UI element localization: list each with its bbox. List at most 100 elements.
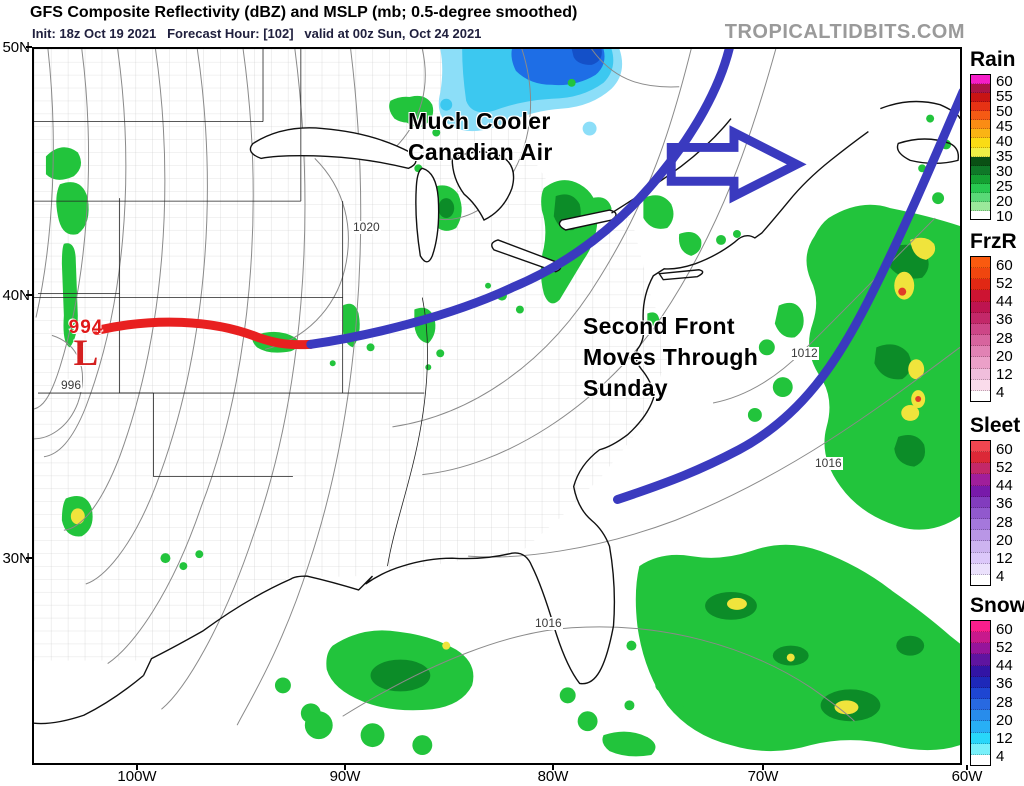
colorbar-value-label: 55 — [996, 88, 1013, 105]
colorbar-cell — [971, 84, 990, 94]
lon-axis-label: 70W — [747, 768, 779, 785]
colorbar-value-label: 20 — [996, 347, 1013, 365]
cold-front-line-1 — [306, 49, 734, 349]
isobar-label: 1020 — [352, 220, 381, 234]
colorbar-cell — [971, 441, 990, 453]
colorbar-cell — [971, 463, 990, 475]
colorbar-cell — [971, 574, 990, 586]
colorbar-value-label: 60 — [996, 620, 1013, 638]
legend-section-frzr: FrzR 60 52 44 36 28 20 12 4 — [970, 230, 1024, 402]
colorbar-cell — [971, 165, 990, 175]
colorbar-cell — [971, 687, 990, 700]
colorbar-value-label: 44 — [996, 293, 1013, 311]
colorbar-value-label: 36 — [996, 495, 1013, 513]
axis-tick — [26, 557, 32, 559]
colorbar-cell — [971, 75, 990, 85]
state-borders — [34, 49, 428, 567]
intense-rain-cores — [70, 237, 936, 715]
axis-tick — [762, 765, 764, 770]
colorbar-value-label: 4 — [996, 384, 1005, 402]
colorbar-cell — [971, 301, 990, 313]
colorbar-cell — [971, 138, 990, 148]
colorbar-value-label: 12 — [996, 550, 1013, 568]
colorbar-value-label: 44 — [996, 477, 1013, 495]
colorbar-cell — [971, 654, 990, 666]
run-info: Init: 18z Oct 19 2021 Forecast Hour: [10… — [32, 26, 482, 41]
coastlines — [34, 100, 960, 725]
colorbar-cell — [971, 368, 990, 380]
colorbar-cell — [971, 183, 990, 193]
legend-title: FrzR — [970, 230, 1017, 253]
colorbar-cell — [971, 192, 990, 202]
warm-front-line — [92, 317, 316, 350]
colorbar-cell — [971, 541, 990, 553]
colorbar-cell — [971, 111, 990, 121]
lon-axis-label: 80W — [537, 768, 569, 785]
lon-axis-label: 100W — [117, 768, 157, 785]
colorbar-cell — [971, 496, 990, 508]
lon-axis-label: 90W — [329, 768, 361, 785]
colorbar-cell — [971, 452, 990, 464]
colorbar-cell — [971, 335, 990, 347]
colorbar-cell — [971, 156, 990, 166]
colorbar-cell — [971, 563, 990, 575]
low-pressure-value: 994 — [68, 317, 104, 338]
annotation-line: Second Front — [583, 313, 735, 339]
colorbar-cell — [971, 346, 990, 358]
isobar-label: 1016 — [814, 456, 843, 470]
colorbar-value-label: 44 — [996, 657, 1013, 675]
colorbar-cell — [971, 743, 990, 755]
annotation-line: Sunday — [583, 375, 668, 401]
colorbar-cell — [971, 621, 990, 633]
lat-axis-label: 40N — [2, 287, 30, 304]
colorbar-cell — [971, 519, 990, 531]
colorbar-cell — [971, 129, 990, 139]
colorbar-value-label: 45 — [996, 118, 1013, 135]
colorbar-cell — [971, 210, 990, 219]
colorbar-cell — [971, 754, 990, 766]
map-graphic — [34, 49, 960, 757]
colorbar-value-label: 12 — [996, 366, 1013, 384]
lon-axis-label: 60W — [951, 768, 983, 785]
axis-tick — [344, 765, 346, 770]
colorbar-cell — [971, 174, 990, 184]
isobar-label: 996 — [60, 378, 83, 392]
colorbar-cell — [971, 357, 990, 369]
annotation-canadian-air: Much Cooler Canadian Air — [408, 106, 553, 168]
colorbar-value-label: 52 — [996, 274, 1013, 292]
flow-arrow-icon — [666, 125, 807, 204]
colorbar-cell — [971, 268, 990, 280]
colorbar-value-label: 40 — [996, 133, 1013, 150]
colorbar-cell — [971, 507, 990, 520]
colorbar-cell — [971, 323, 990, 336]
colorbar-cell — [971, 390, 990, 402]
colorbar-value-label: 50 — [996, 103, 1013, 120]
colorbar-value-label: 30 — [996, 163, 1013, 180]
colorbar-value-label: 20 — [996, 193, 1013, 210]
colorbar-value-label: 20 — [996, 711, 1013, 729]
colorbar-value-label: 28 — [996, 329, 1013, 347]
low-pressure-symbol: L — [73, 333, 99, 374]
colorbar-cell — [971, 279, 990, 291]
colorbar-snow — [970, 620, 991, 766]
axis-tick — [136, 765, 138, 770]
colorbar-value-label: 52 — [996, 638, 1013, 656]
colorbar-cell — [971, 120, 990, 130]
colorbar-value-label: 60 — [996, 256, 1013, 274]
legend-section-snow: Snow 60 52 44 36 28 20 12 4 — [970, 594, 1024, 766]
colorbar-value-label: 4 — [996, 748, 1005, 766]
isobar-label: 1016 — [534, 616, 563, 630]
colorbar-value-label: 25 — [996, 178, 1013, 195]
colorbar-value-label: 60 — [996, 73, 1013, 90]
axis-tick — [26, 46, 32, 48]
axis-tick — [966, 765, 968, 770]
legend-title: Sleet — [970, 414, 1021, 437]
cold-front-line-2 — [612, 88, 960, 504]
colorbar-cell — [971, 665, 990, 677]
colorbar-cell — [971, 643, 990, 655]
colorbar-cell — [971, 485, 990, 497]
isobars — [34, 49, 960, 726]
colorbar-value-label: 4 — [996, 568, 1005, 586]
annotation-second-front: Second Front Moves Through Sunday — [583, 311, 758, 404]
